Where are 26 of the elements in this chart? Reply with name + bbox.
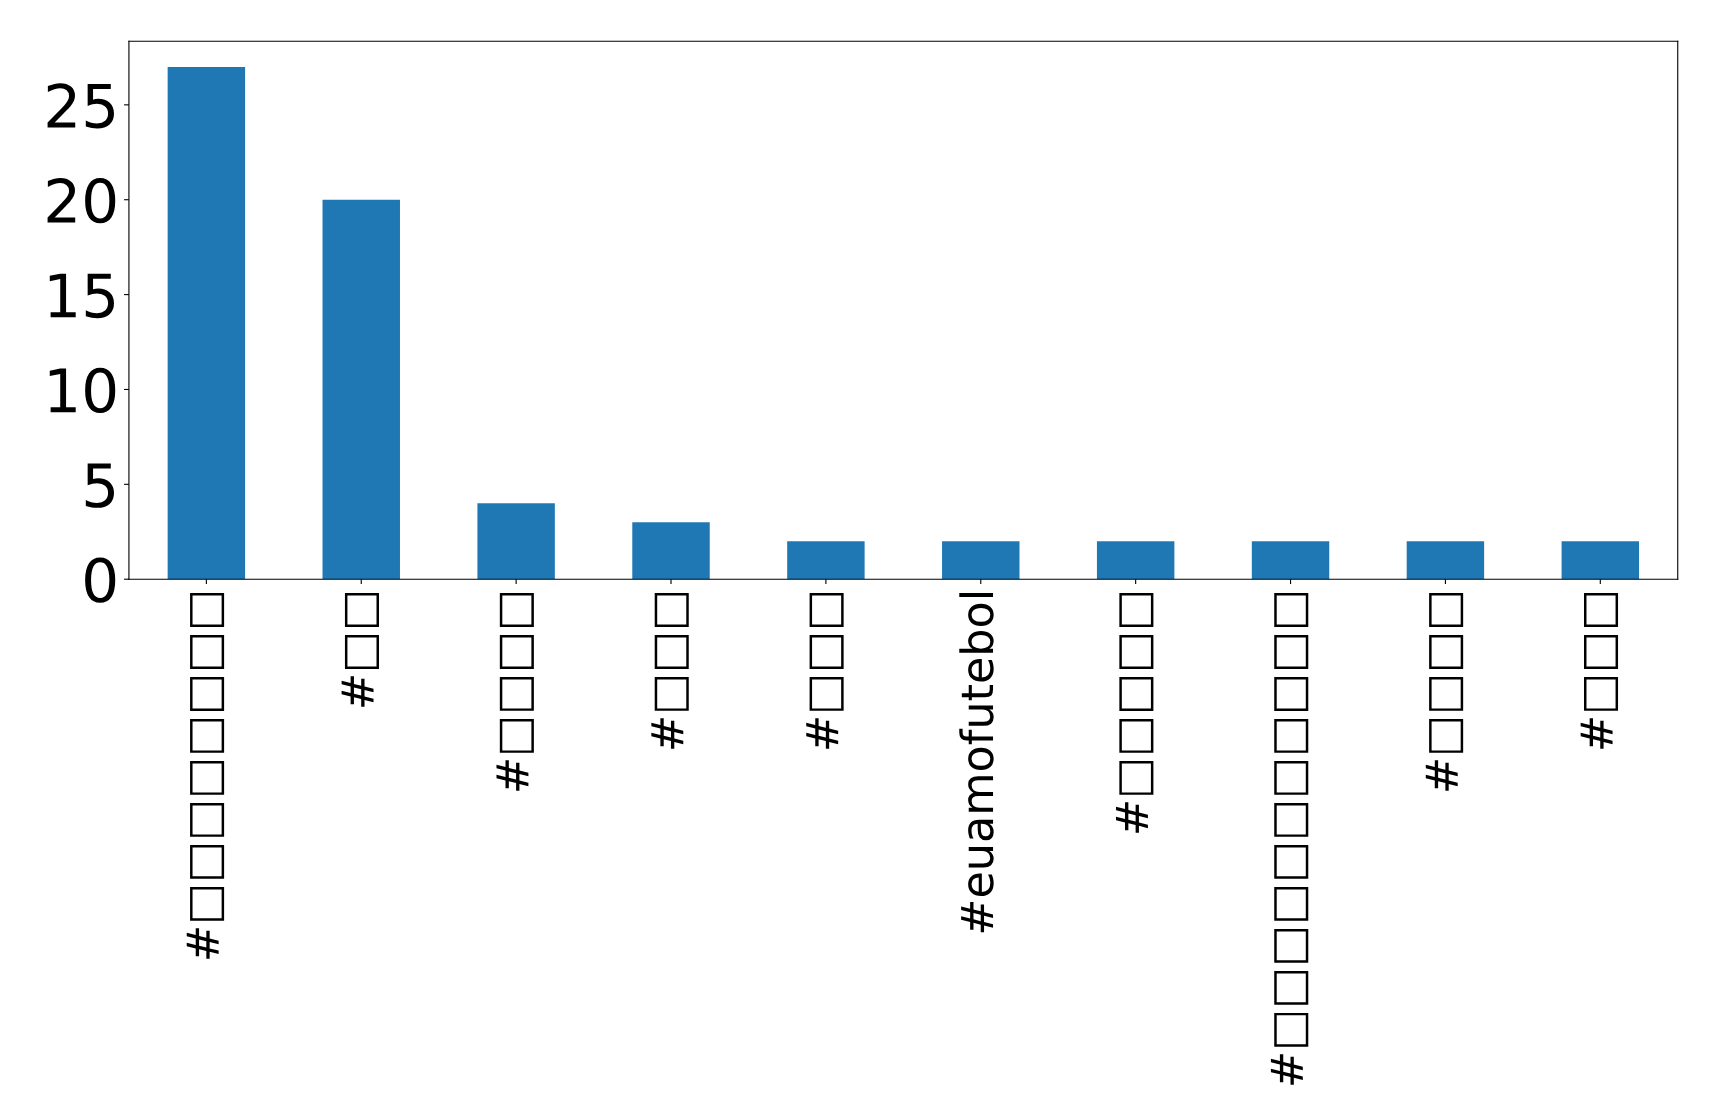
bar xyxy=(942,541,1020,580)
bar xyxy=(167,66,246,580)
y-tick-label: 25 xyxy=(47,83,114,129)
x-tick-label: #□□□□□ xyxy=(1116,592,1154,833)
x-tick-label: #□□□□ xyxy=(496,592,534,791)
x-tick-label: #□□□ xyxy=(1580,592,1619,749)
bar xyxy=(787,541,865,580)
y-tick-label: 20 xyxy=(47,178,116,224)
y-tick-label: 10 xyxy=(49,367,116,413)
x-tick-label: #□□□□□□□□□□□ xyxy=(1270,592,1309,1085)
y-tick-label: 0 xyxy=(85,557,116,603)
y-tick-label: 5 xyxy=(85,463,114,508)
bar xyxy=(477,503,555,580)
y-tick-label: 15 xyxy=(49,273,114,319)
x-tick-label: #□□□ xyxy=(651,592,689,749)
x-tick-label: #□□ xyxy=(341,592,379,707)
bar xyxy=(632,522,710,580)
x-tick-label: #□□□□□□□□ xyxy=(186,592,225,959)
x-tick-label: #□□□□ xyxy=(1425,592,1464,791)
bar xyxy=(1561,541,1640,580)
bar xyxy=(1406,541,1485,580)
bar xyxy=(1096,541,1175,580)
bar xyxy=(322,199,400,580)
bar xyxy=(1251,541,1330,580)
x-tick-label: #euamofutebol xyxy=(959,593,994,933)
x-tick-label: #□□□ xyxy=(806,592,844,749)
